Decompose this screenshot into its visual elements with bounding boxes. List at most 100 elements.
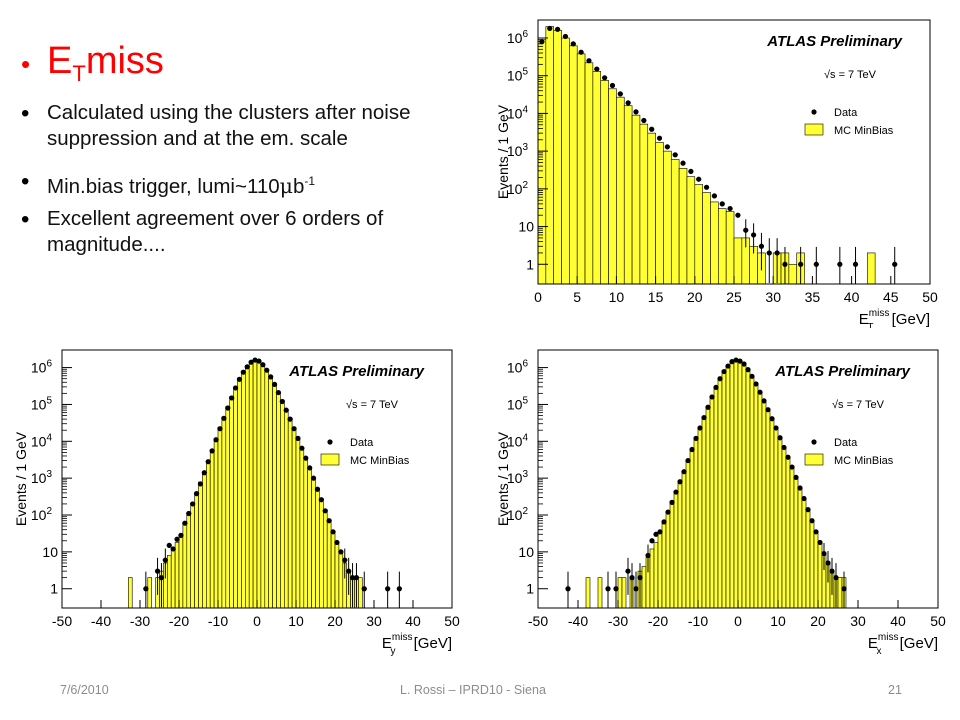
mc-bin (670, 159, 680, 285)
data-point (186, 510, 192, 517)
legend-mc-swatch (320, 453, 340, 466)
data-point (817, 539, 823, 546)
mc-bin (685, 460, 691, 609)
y-tick-label: 102 (31, 506, 53, 523)
data-point (314, 486, 321, 492)
data-point (565, 586, 571, 592)
x-tick-label: 30 (366, 613, 382, 629)
mc-bin (647, 132, 656, 285)
mc-bin (813, 531, 819, 609)
mc-bin (631, 114, 641, 285)
data-point (637, 575, 643, 581)
mc-bin (749, 376, 755, 609)
mc-bin (713, 386, 719, 609)
data-point (570, 41, 576, 47)
y-tick-base: 10 (518, 219, 534, 235)
mc-bin (753, 383, 759, 609)
mc-bin (209, 449, 215, 609)
mc-bin (206, 460, 211, 609)
x-tick-label: 15 (648, 289, 664, 305)
data-point (672, 152, 678, 158)
data-point (711, 193, 717, 199)
y-tick-base: 10 (31, 360, 47, 376)
x-tick-label: 20 (327, 613, 343, 629)
mc-bin (717, 377, 723, 609)
mc-bin (761, 400, 767, 609)
data-point (798, 261, 804, 267)
data-point (174, 536, 180, 542)
y-tick-label: 10 (42, 544, 58, 560)
data-point (669, 499, 675, 505)
mc-bin (789, 466, 795, 609)
data-point (629, 575, 635, 581)
mc-bin (276, 391, 281, 609)
mc-bin (653, 542, 659, 609)
data-point (539, 39, 545, 45)
mc-bin (725, 365, 731, 609)
x-tick-label: 10 (288, 613, 304, 629)
mc-bin (686, 176, 696, 285)
mc-bin (330, 531, 336, 609)
bullet-icon: • (21, 206, 30, 233)
mc-bin (256, 360, 262, 609)
data-point (837, 261, 843, 267)
mc-bin (576, 53, 586, 285)
data-point (154, 568, 161, 574)
mc-bin (721, 370, 727, 609)
data-point (244, 364, 250, 370)
bullet-icon: • (21, 49, 31, 79)
data-point (633, 586, 639, 592)
data-point (190, 501, 196, 507)
y-axis-title: Events / 1 GeV (13, 431, 29, 526)
mc-bin (801, 498, 807, 609)
legend-mc-label: MC MinBias (834, 455, 894, 467)
bullet-icon: • (21, 168, 30, 195)
atlas-label: ATLAS Preliminary (288, 363, 424, 380)
mc-bin (585, 577, 591, 609)
x-axis-title: Emiss T [GeV] (859, 308, 930, 328)
footer-center: L. Rossi – IPRD10 - Siena (400, 683, 546, 697)
x-tick-label: 30 (850, 613, 866, 629)
y-tick-exponent: 6 (46, 359, 52, 370)
data-point (774, 250, 780, 256)
y-tick-base: 10 (507, 507, 523, 523)
x-tick-label: -50 (52, 613, 72, 629)
mc-bin (248, 360, 254, 609)
y-tick-label: 106 (31, 359, 53, 376)
x-axis-title-part: E (868, 635, 878, 652)
title-rest: miss (85, 40, 164, 82)
data-point (283, 407, 289, 413)
data-point (725, 363, 731, 369)
mc-bin (657, 532, 663, 609)
data-point (766, 250, 772, 256)
x-tick-label: -30 (130, 613, 150, 629)
data-point (625, 568, 631, 574)
x-tick-label: 50 (922, 289, 938, 305)
data-point (709, 394, 715, 400)
data-point (745, 367, 751, 373)
x-tick-label: -30 (608, 613, 628, 629)
mc-bin (725, 211, 735, 285)
data-point (781, 444, 787, 451)
data-point (661, 519, 667, 525)
y-tick-label: 104 (507, 104, 529, 121)
energy-label: √s = 7 TeV (346, 399, 399, 411)
data-point (733, 357, 739, 363)
data-point (703, 184, 710, 190)
y-tick-base: 10 (518, 544, 534, 560)
data-point (236, 376, 243, 382)
x-tick-label: 0 (534, 289, 542, 305)
mc-bin (785, 456, 791, 609)
data-point (705, 404, 711, 410)
data-point (303, 455, 309, 461)
chart-met-svg: 0 5 10 15 20 25 30 35 40 45 50110102103104105106Ev… (496, 19, 938, 328)
mc-bin (569, 45, 578, 285)
data-point (721, 368, 727, 375)
mc-bin (322, 509, 328, 609)
chart-metx-svg: -50 -40 -30 -20 -10 0 10 20 30 40 5011010210310410… (496, 349, 946, 657)
y-tick-base: 10 (507, 433, 523, 449)
data-point (586, 58, 592, 64)
mc-bin (745, 369, 751, 609)
mc-bin (213, 438, 219, 609)
data-point (813, 529, 819, 535)
